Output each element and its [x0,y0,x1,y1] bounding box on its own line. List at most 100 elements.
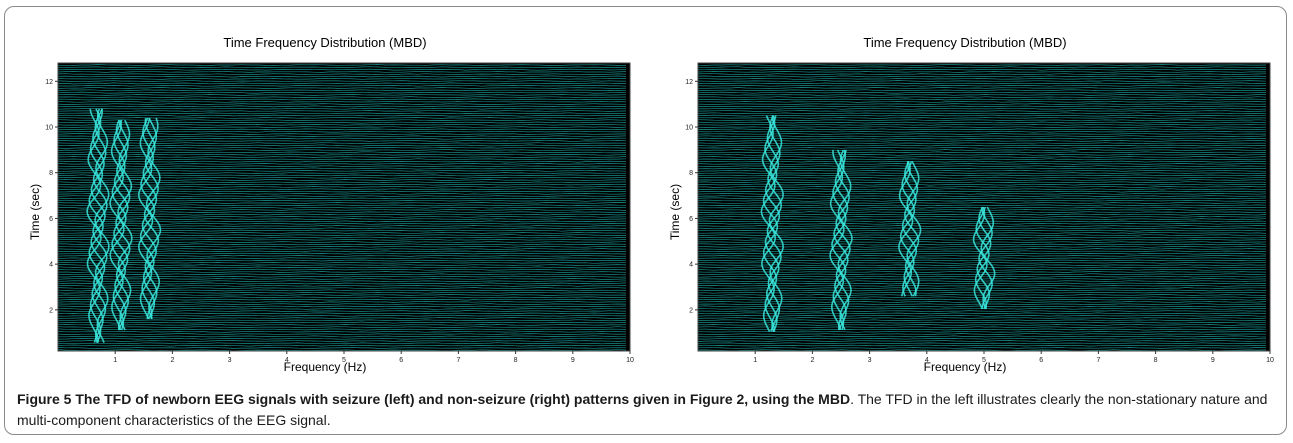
trace-line [697,218,1267,220]
trace-line [697,80,1267,83]
trace-line [698,321,1267,324]
trace-line [697,188,1266,191]
component-ridge [109,119,133,331]
trace-line [58,229,627,232]
trace-line [698,100,1267,103]
trace-line [57,66,627,69]
trace-line [58,275,627,278]
x-tick-label: 7 [1096,357,1100,364]
x-tick-label: 4 [925,357,929,364]
trace-line [57,231,627,234]
trace-line [58,169,627,172]
trace-line [698,98,1267,101]
x-tick-label: 7 [456,357,460,364]
left-y-axis-label: Time (sec) [28,183,43,241]
trace-line [57,238,627,241]
trace-line [57,248,627,250]
trace-line [57,172,627,175]
trace-line [57,197,626,200]
x-tick-label: 3 [228,357,232,364]
trace-line [697,303,1267,306]
trace-lines [57,64,627,352]
trace-line [57,126,627,129]
x-tick-label: 1 [753,357,757,364]
component-line [906,160,922,297]
trace-line [58,64,626,66]
trace-line [57,300,627,303]
trace-line [57,317,627,319]
trace-line [697,298,1267,301]
trace-line [57,337,627,340]
trace-line [697,103,1267,105]
trace-line [697,167,1266,170]
right-y-axis-label: Time (sec) [668,183,683,241]
trace-line [698,259,1267,262]
trace-line [697,317,1267,319]
trace-line [57,167,627,170]
trace-line [697,344,1267,347]
trace-line [57,107,627,110]
left-x-axis-label: Frequency (Hz) [283,360,367,374]
trace-line [57,344,627,347]
trace-line [698,66,1266,69]
x-tick-label: 9 [571,357,575,364]
trace-line [57,94,627,96]
trace-line [57,80,626,82]
trace-line [58,261,627,264]
trace-line [58,84,627,87]
trace-line [57,287,627,289]
trace-line [697,91,1266,94]
trace-line [698,232,1267,234]
y-tick-label: 2 [49,307,53,314]
trace-line [57,209,627,211]
trace-line [57,319,627,322]
component-line [980,206,996,310]
trace-line [57,110,627,112]
trace-line [57,234,626,237]
trace-line [697,342,1267,345]
component-line [835,149,851,330]
component-line [978,206,993,310]
trace-line [697,337,1267,340]
trace-line [697,181,1267,184]
trace-line [57,298,627,301]
trace-line [58,130,627,133]
trace-line [697,64,1267,66]
trace-line [57,121,627,124]
trace-line [57,105,627,108]
trace-line [697,324,1267,326]
x-tick-label: 2 [170,357,174,364]
trace-line [697,82,1267,85]
x-tick-label: 10 [1266,357,1274,364]
trace-line [697,116,1266,119]
trace-line [57,305,627,308]
right-x-axis-label: Frequency (Hz) [923,360,1007,374]
y-tick-label: 12 [45,79,53,86]
caption-text: . The TFD in the left illustrates clearl… [17,391,1268,428]
trace-line [697,71,1266,73]
trace-line [57,149,626,152]
trace-line [697,264,1267,267]
x-tick-label: 5 [982,357,986,364]
trace-line [697,261,1266,264]
component-line [901,160,918,297]
trace-line [697,160,1266,163]
trace-line [57,183,627,186]
trace-line [57,142,627,145]
x-tick-label: 5 [342,357,346,364]
component-line [90,108,106,343]
trace-line [697,139,1267,142]
trace-line [698,96,1267,99]
trace-line [698,77,1267,80]
trace-line [698,89,1267,92]
trace-line [57,321,627,324]
trace-line [57,128,627,131]
trace-line [697,312,1267,315]
trace-line [698,87,1267,89]
trace-line [57,330,627,333]
trace-lines [697,64,1267,352]
component-line [764,115,780,332]
trace-line [697,112,1267,115]
trace-line [57,289,627,292]
